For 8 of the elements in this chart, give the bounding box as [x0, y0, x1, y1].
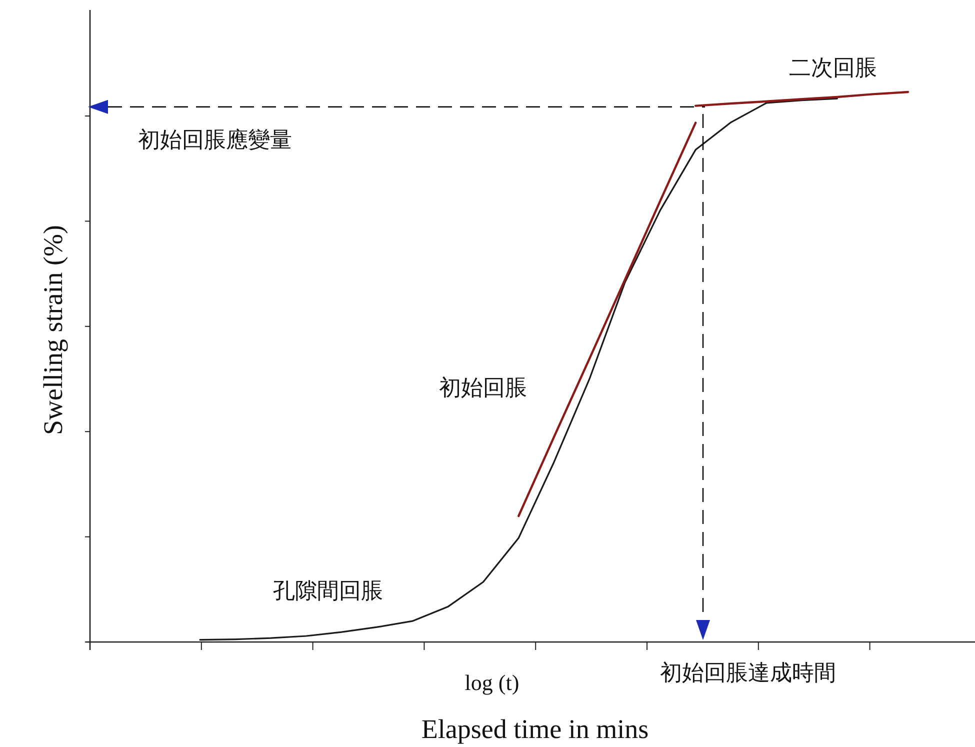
text: log (t) — [464, 670, 520, 695]
text: 二次回脹 — [789, 56, 877, 81]
text: 初始回脹達成時間 — [660, 661, 836, 686]
x-axis-title: Elapsed time in mins — [421, 714, 649, 744]
y-axis-title: Swelling strain (%) — [38, 225, 68, 435]
ref-line-label: 初始回脹應變量 — [138, 128, 292, 153]
annotation: 孔隙間回脹 — [273, 579, 383, 604]
annotation: 初始回脹 — [439, 376, 527, 401]
